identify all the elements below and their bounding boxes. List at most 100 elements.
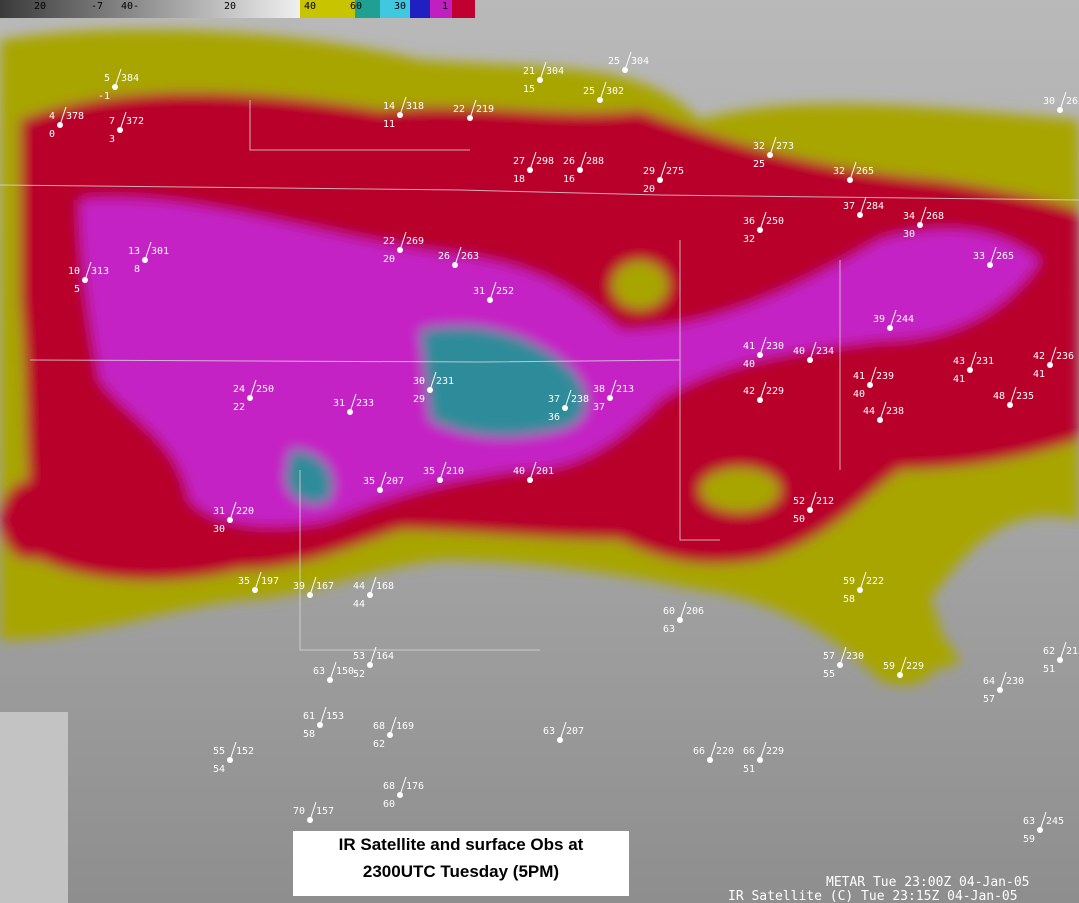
dewpoint: 20: [383, 254, 395, 265]
station: 44 44 168: [353, 576, 394, 610]
pressure: 235: [1016, 391, 1034, 402]
pressure: 229: [766, 746, 784, 757]
wind-barb: [599, 81, 607, 101]
dewpoint: 0: [49, 129, 55, 140]
pressure: 215: [1066, 646, 1079, 657]
pressure: 250: [766, 216, 784, 227]
station: 66 220: [693, 741, 734, 763]
wind-barb: [579, 151, 587, 171]
temperature: 39: [873, 314, 885, 325]
pressure: 301: [151, 246, 169, 257]
station: 34 30 268: [903, 206, 944, 240]
station: 68 60 176: [383, 776, 424, 810]
station: 25 304: [608, 51, 649, 73]
dewpoint: 41: [953, 374, 965, 385]
wind-barb: [889, 309, 897, 329]
wind-barb: [439, 461, 447, 481]
dewpoint: 57: [983, 694, 995, 705]
wind-barb: [319, 706, 327, 726]
pressure: 229: [906, 661, 924, 672]
station: 10 5 313: [68, 261, 109, 295]
wind-barb: [229, 741, 237, 761]
temperature: 31: [333, 398, 345, 409]
temperature: 57: [823, 651, 835, 662]
station: 48 235: [993, 386, 1034, 408]
dewpoint: 40: [743, 359, 755, 370]
pressure: 213: [616, 384, 634, 395]
dewpoint: 37: [593, 402, 605, 413]
station: 13 8 301: [128, 241, 169, 275]
temperature: 48: [993, 391, 1005, 402]
pressure: 269: [406, 236, 424, 247]
pressure: 197: [261, 576, 279, 587]
wind-barb: [309, 576, 317, 596]
station: 42 229: [743, 381, 784, 403]
wind-barb: [229, 501, 237, 521]
dewpoint: 60: [383, 799, 395, 810]
dewpoint: 40: [853, 389, 865, 400]
color-bar-label: 30: [394, 1, 406, 12]
station: 24 22 250: [233, 379, 274, 413]
temperature: 41: [743, 341, 755, 352]
dewpoint: 54: [213, 764, 225, 775]
wind-barb: [254, 571, 262, 591]
temperature: 63: [313, 666, 325, 677]
wind-barb: [399, 231, 407, 251]
wind-barb: [869, 366, 877, 386]
wind-barb: [119, 111, 127, 131]
temperature: 30: [1043, 96, 1055, 107]
dewpoint: 15: [523, 84, 535, 95]
station: 32 25 273: [753, 136, 794, 170]
temperature: 25: [608, 56, 620, 67]
pressure: 231: [976, 356, 994, 367]
dewpoint: 30: [903, 229, 915, 240]
station: 59 58 222: [843, 571, 884, 605]
color-bar-label: 20: [34, 1, 46, 12]
pressure: 252: [496, 286, 514, 297]
pressure: 229: [766, 386, 784, 397]
station: 57 55 230: [823, 646, 864, 680]
dewpoint: 58: [303, 729, 315, 740]
pressure: 318: [406, 101, 424, 112]
station: 30 262: [1043, 91, 1079, 113]
station: 31 30 220: [213, 501, 254, 535]
wind-barb: [809, 341, 817, 361]
metar-time: METAR Tue 23:00Z 04-Jan-05: [826, 875, 1030, 890]
temperature: 24: [233, 384, 245, 395]
temperature: 22: [383, 236, 395, 247]
pressure: 238: [886, 406, 904, 417]
pressure: 220: [236, 506, 254, 517]
station: 55 54 152: [213, 741, 254, 775]
pressure: 384: [121, 73, 139, 84]
temperature: 26: [438, 251, 450, 262]
color-bar-label: 40-: [121, 1, 139, 12]
wind-barb: [559, 721, 567, 741]
station: 63 59 245: [1023, 811, 1064, 845]
temperature: 31: [213, 506, 225, 517]
pressure: 304: [546, 66, 564, 77]
wind-barb: [769, 136, 777, 156]
pressure: 245: [1046, 816, 1064, 827]
station: 53 52 164: [353, 646, 394, 680]
temperature: 34: [903, 211, 915, 222]
wind-barb: [759, 741, 767, 761]
station: 41 40 230: [743, 336, 784, 370]
temperature: 61: [303, 711, 315, 722]
dewpoint: 11: [383, 119, 395, 130]
station: 32 265: [833, 161, 874, 183]
dewpoint: -1: [98, 91, 110, 102]
pressure: 231: [436, 376, 454, 387]
pressure: 238: [571, 394, 589, 405]
pressure: 372: [126, 116, 144, 127]
pressure: 265: [856, 166, 874, 177]
dewpoint: 44: [353, 599, 365, 610]
wind-barb: [899, 656, 907, 676]
wind-barb: [369, 646, 377, 666]
temperature: 33: [973, 251, 985, 262]
dewpoint: 59: [1023, 834, 1035, 845]
pressure: 220: [716, 746, 734, 757]
temperature: 55: [213, 746, 225, 757]
wind-barb: [399, 96, 407, 116]
wind-barb: [249, 379, 257, 399]
